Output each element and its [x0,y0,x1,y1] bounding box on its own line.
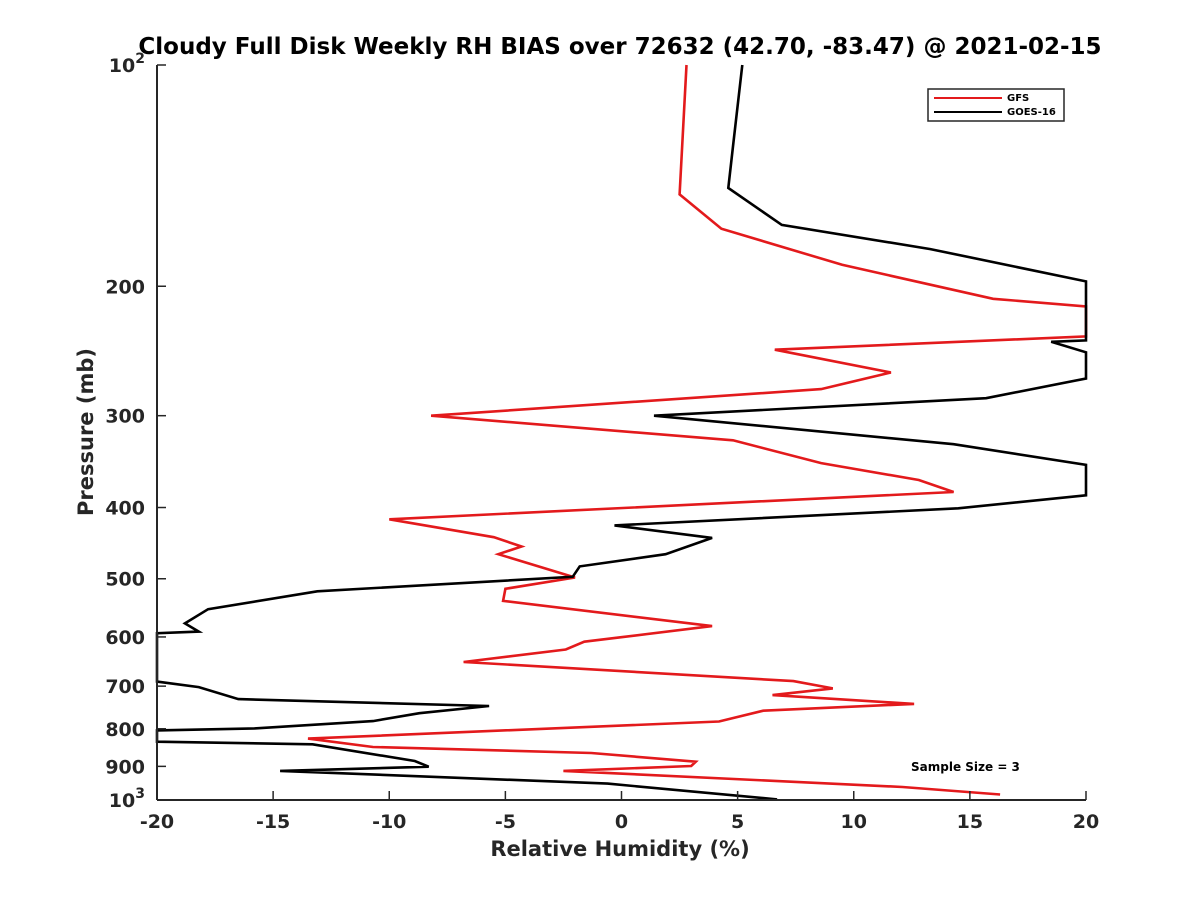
y-tick-label: 103 [109,786,145,812]
x-tick-label: 10 [841,811,867,833]
sample-size-annotation: Sample Size = 3 [911,760,1020,774]
x-tick-label: -10 [372,811,406,833]
y-axis-label: Pressure (mb) [74,348,98,516]
x-tick-label: 20 [1073,811,1099,833]
series-layer [155,64,1088,801]
y-ticks: 102 200 300 400 500 600 700 800 900 103 [105,51,166,812]
x-tick-label: -5 [495,811,516,833]
y-tick-label: 500 [105,569,145,591]
plot-area: -20 -15 -10 -5 0 5 10 15 20 102 200 300 400 500 600 70… [105,51,1099,833]
x-ticks: -20 -15 -10 -5 0 5 10 15 20 [140,791,1099,833]
x-tick-label: -20 [140,811,174,833]
x-tick-label: 5 [731,811,744,833]
x-tick-label: 15 [957,811,983,833]
x-axis-label: Relative Humidity (%) [490,837,749,861]
y-tick-label: 700 [105,676,145,698]
y-tick-label: 300 [105,406,145,428]
y-tick-label: 600 [105,627,145,649]
x-tick-label: 0 [615,811,628,833]
legend-goes16-label: GOES-16 [1007,107,1056,118]
y-tick-label: 400 [105,498,145,520]
y-tick-label: 102 [109,51,145,77]
y-tick-label: 200 [105,276,145,298]
legend-box [927,88,1065,122]
y-tick-label: 800 [105,719,145,741]
y-tick-label: 900 [105,756,145,778]
series-line-gfs [307,64,1088,796]
x-tick-label: -15 [256,811,290,833]
chart-title: Cloudy Full Disk Weekly RH BIAS over 726… [138,34,1101,60]
legend: GFS GOES-16 [927,88,1065,122]
legend-gfs-label: GFS [1007,93,1029,104]
